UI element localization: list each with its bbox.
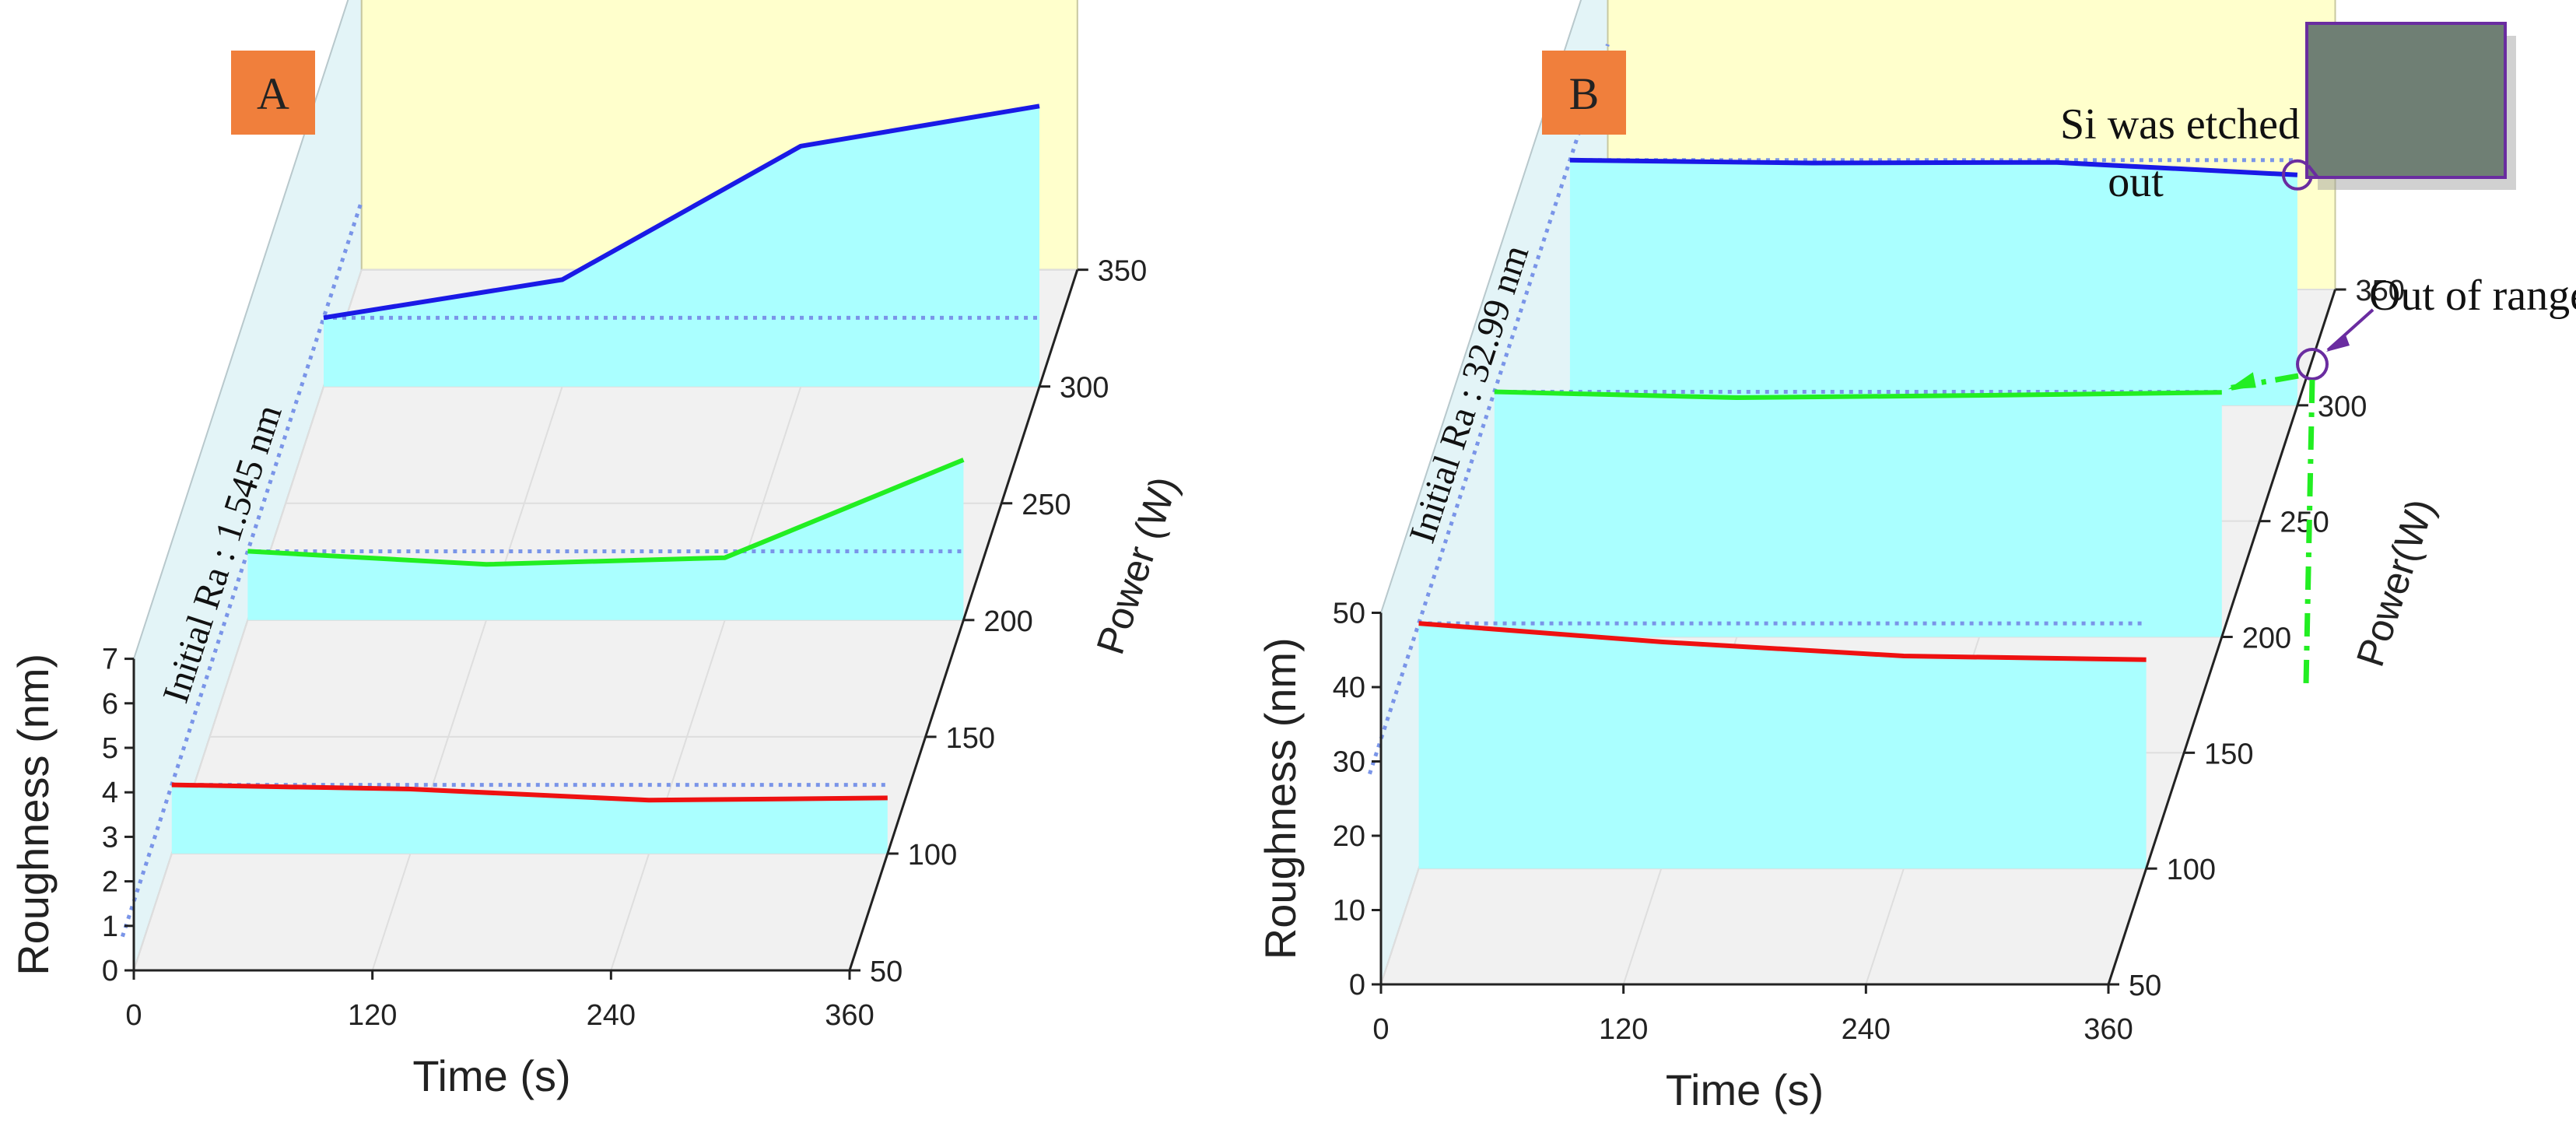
y-tick-label: 0 bbox=[1349, 969, 1365, 1001]
inset-etched-image bbox=[2305, 22, 2507, 179]
z-tick-label: 300 bbox=[2318, 391, 2367, 423]
out-of-range-arrowhead-purple bbox=[2326, 333, 2350, 352]
y-tick-label: 10 bbox=[1333, 895, 1365, 928]
series-line-300 bbox=[323, 103, 1040, 321]
z-axis-title: Power(W) bbox=[2348, 494, 2443, 672]
y-tick-label: 5 bbox=[102, 732, 118, 765]
panel-label-box bbox=[1542, 51, 1626, 135]
x-tick-label: 0 bbox=[1372, 1013, 1389, 1046]
y-tick-label: 50 bbox=[1333, 598, 1365, 630]
series-fill-100 bbox=[1418, 623, 2147, 869]
series-line-300 bbox=[1569, 157, 2298, 177]
series-fill-300 bbox=[1569, 160, 2297, 405]
x-tick-label: 240 bbox=[1842, 1013, 1891, 1046]
out-of-range-arrowhead bbox=[2227, 372, 2256, 390]
y-tick-label: 2 bbox=[102, 866, 118, 899]
z-tick-label: 50 bbox=[870, 956, 902, 988]
chart-panel-B: 0 120 240 360 0 10 20 30 40 50 50 100 150 200 250 300 35… bbox=[1256, 0, 2576, 1114]
series-line-200 bbox=[247, 458, 965, 567]
y-tick-label: 1 bbox=[102, 910, 118, 943]
y-tick-label: 7 bbox=[102, 644, 118, 676]
z-tick-label: 200 bbox=[983, 605, 1032, 638]
reference-line-wall bbox=[120, 200, 364, 938]
inset-connector bbox=[2307, 164, 2319, 179]
series-line-200 bbox=[1494, 389, 2222, 400]
z-tick-label: 150 bbox=[946, 722, 995, 755]
z-tick-label: 50 bbox=[2129, 970, 2161, 1002]
z-tick-label: 200 bbox=[2242, 623, 2291, 655]
y-tick-label: 6 bbox=[102, 688, 118, 721]
y-axis-title: Roughness (nm) bbox=[1256, 637, 1305, 959]
y-tick-label: 30 bbox=[1333, 746, 1365, 779]
etched-label-line: Si was etched bbox=[2060, 100, 2300, 149]
z-tick-label: 350 bbox=[1098, 255, 1147, 288]
etched-label-line: out bbox=[2108, 158, 2164, 206]
y-tick-label: 20 bbox=[1333, 820, 1365, 853]
series-fill-100 bbox=[171, 784, 888, 854]
series-line-100 bbox=[171, 782, 888, 803]
panel-label: A bbox=[257, 68, 289, 119]
x-tick-label: 0 bbox=[125, 999, 142, 1032]
series-fill-200 bbox=[247, 459, 964, 620]
x-axis-title: Time (s) bbox=[412, 1051, 570, 1100]
y-tick-label: 0 bbox=[102, 955, 118, 987]
z-tick-label: 250 bbox=[2280, 507, 2329, 539]
z-tick-label: 350 bbox=[2356, 275, 2405, 307]
z-axis-title: Power (W) bbox=[1088, 472, 1186, 660]
y-tick-label: 4 bbox=[102, 777, 118, 809]
panel-label-box bbox=[231, 51, 315, 135]
z-tick-label: 300 bbox=[1060, 372, 1109, 405]
series-fill-200 bbox=[1494, 391, 2222, 637]
z-tick-label: 100 bbox=[2167, 854, 2216, 886]
z-tick-label: 150 bbox=[2204, 738, 2253, 770]
y-axis-title: Roughness (nm) bbox=[9, 654, 58, 976]
etched-label: Si was etched out bbox=[2060, 100, 2300, 206]
y-tick-label: 40 bbox=[1333, 672, 1365, 704]
z-tick-label: 250 bbox=[1022, 489, 1071, 521]
x-tick-label: 360 bbox=[2084, 1013, 2133, 1046]
x-tick-label: 120 bbox=[1599, 1013, 1648, 1046]
out-of-range-marker bbox=[2296, 348, 2329, 381]
chart-panel-A: 0 120 240 360 0 1 2 3 4 5 6 7 50 100 150 200 250 300 350 Ti… bbox=[9, 0, 1186, 1100]
panel-label: B bbox=[1569, 68, 1600, 119]
x-tick-label: 120 bbox=[348, 999, 397, 1032]
x-tick-label: 240 bbox=[587, 999, 636, 1032]
z-tick-label: 100 bbox=[908, 839, 957, 872]
x-axis-title: Time (s) bbox=[1666, 1065, 1824, 1114]
reference-line-wall bbox=[1368, 44, 1610, 775]
series-line-100 bbox=[1418, 621, 2147, 662]
x-tick-label: 360 bbox=[825, 999, 874, 1032]
y-tick-label: 3 bbox=[102, 821, 118, 854]
out-of-range-label: Out of range bbox=[2369, 272, 2576, 320]
out-of-range-drop bbox=[2303, 379, 2315, 686]
